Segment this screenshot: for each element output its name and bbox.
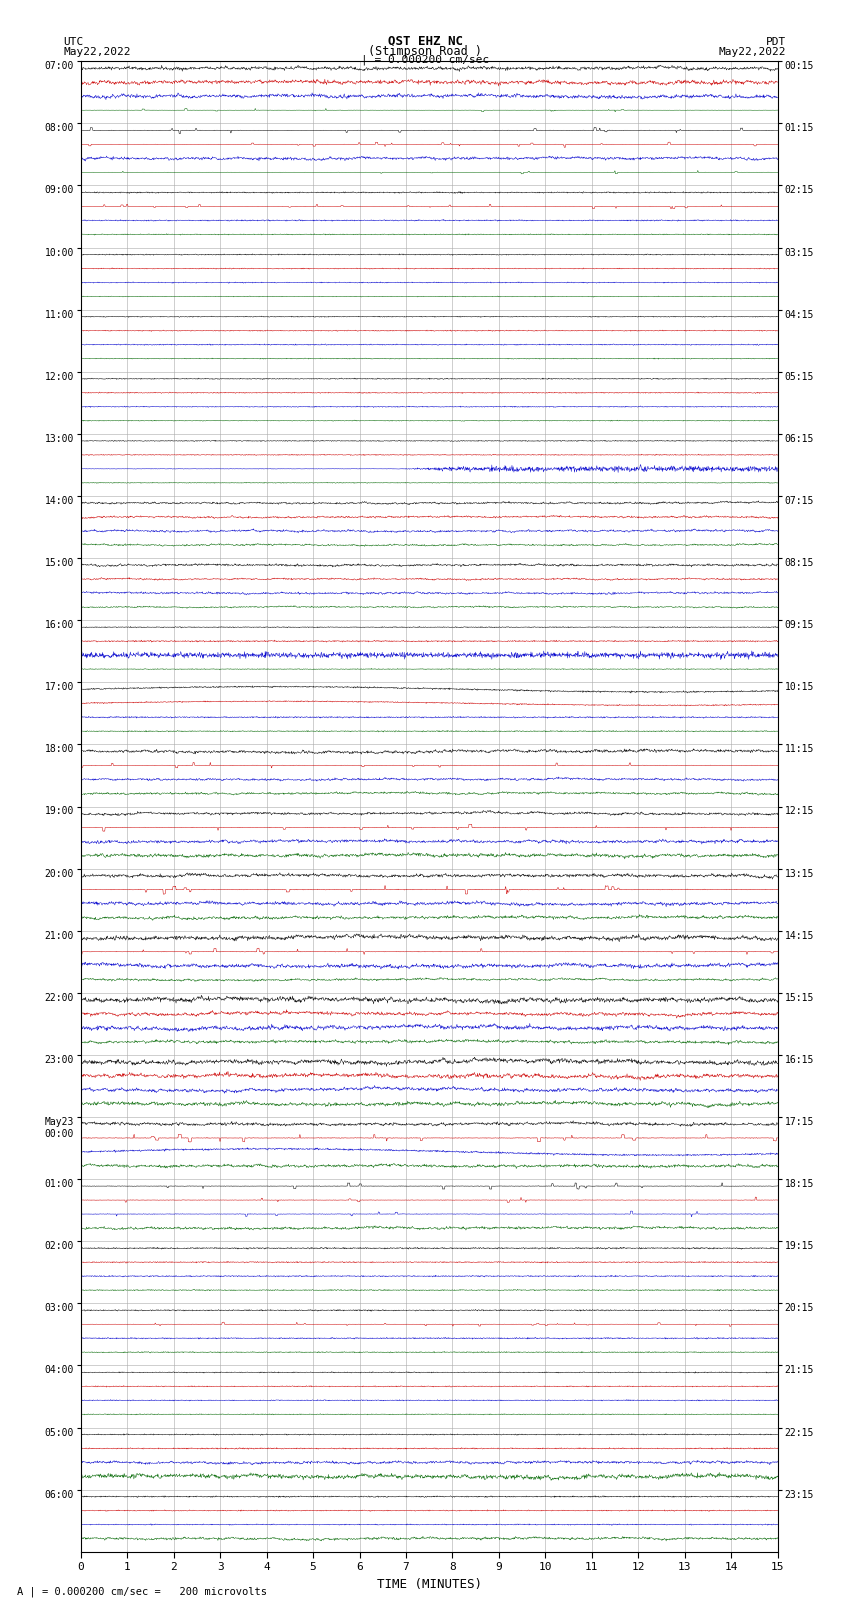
Text: UTC: UTC — [64, 37, 84, 47]
Text: PDT: PDT — [766, 37, 786, 47]
Text: OST EHZ NC: OST EHZ NC — [388, 35, 462, 48]
Text: | = 0.000200 cm/sec: | = 0.000200 cm/sec — [361, 55, 489, 66]
X-axis label: TIME (MINUTES): TIME (MINUTES) — [377, 1578, 482, 1590]
Text: May22,2022: May22,2022 — [719, 47, 786, 56]
Text: A | = 0.000200 cm/sec =   200 microvolts: A | = 0.000200 cm/sec = 200 microvolts — [17, 1586, 267, 1597]
Text: (Stimpson Road ): (Stimpson Road ) — [368, 45, 482, 58]
Text: May22,2022: May22,2022 — [64, 47, 131, 56]
